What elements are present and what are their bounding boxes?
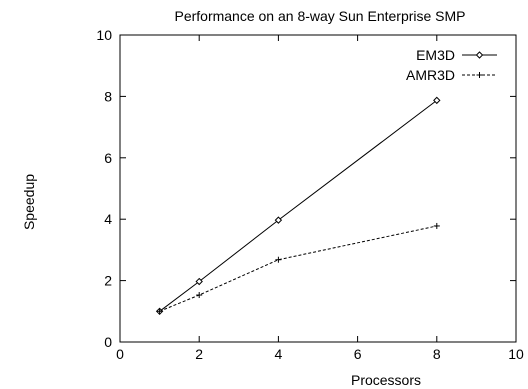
- data-point-amr3d: [433, 222, 440, 229]
- data-point-amr3d: [275, 256, 282, 263]
- legend-label-em3d: EM3D: [416, 47, 455, 63]
- data-point-em3d: [433, 96, 441, 105]
- y-tick-label: 6: [104, 150, 112, 166]
- plot-frame: [119, 34, 517, 343]
- y-axis-label: Speedup: [21, 174, 37, 230]
- x-axis-label: Processors: [351, 372, 421, 388]
- legend-label-amr3d: AMR3D: [406, 67, 455, 83]
- series-em3d: [155, 96, 441, 316]
- x-tick-label: 6: [354, 346, 362, 362]
- series-line-em3d: [159, 99, 438, 312]
- series-line-amr3d: [159, 225, 437, 312]
- x-tick-label: 8: [433, 346, 441, 362]
- y-tick-label: 0: [104, 334, 112, 350]
- legend-marker-em3d: [475, 51, 484, 59]
- y-tick-label: 2: [104, 273, 112, 289]
- axes: 0 2 4 6 8 10 0 2 4 6 8 10: [96, 27, 524, 362]
- x-tick-label: 0: [116, 346, 124, 362]
- x-tick-label: 10: [508, 346, 524, 362]
- series-amr3d: [156, 222, 440, 315]
- y-tick-label: 8: [104, 88, 112, 104]
- chart-title: Performance on an 8-way Sun Enterprise S…: [174, 8, 465, 24]
- series-layer: [155, 96, 441, 316]
- x-tick-label: 4: [275, 346, 283, 362]
- x-tick-label: 2: [195, 346, 203, 362]
- data-point-amr3d: [196, 292, 203, 299]
- y-tick-label: 10: [96, 27, 112, 43]
- data-point-amr3d: [156, 308, 163, 315]
- legend-marker-amr3d: [476, 72, 483, 78]
- y-tick-label: 4: [104, 211, 112, 227]
- data-point-em3d: [274, 216, 283, 224]
- data-point-em3d: [195, 277, 203, 286]
- legend: EM3D AMR3D: [406, 47, 497, 83]
